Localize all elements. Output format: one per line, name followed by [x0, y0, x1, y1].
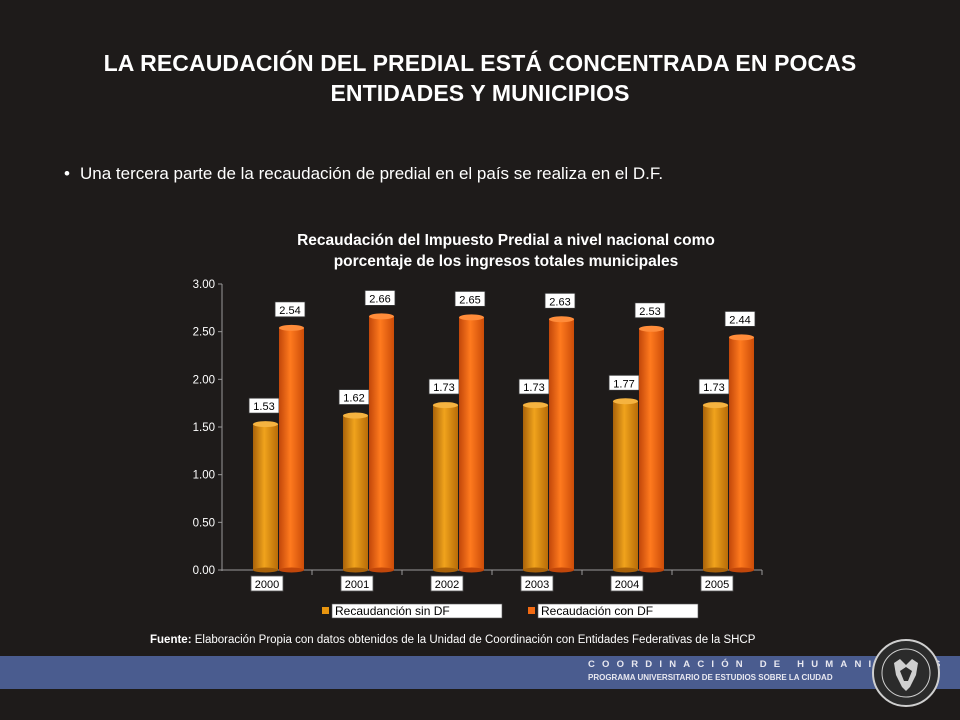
bar-base: [613, 567, 638, 573]
source-text: Elaboración Propia con datos obtenidos d…: [194, 634, 756, 646]
data-label-box: [724, 310, 756, 327]
x-tick-label: 2001: [345, 579, 369, 591]
legend-swatch: [322, 607, 329, 614]
bar-base: [433, 567, 458, 573]
bar-base: [459, 567, 484, 573]
bar-con-df: [639, 328, 664, 570]
y-tick-label: 0.50: [193, 517, 215, 529]
legend-label: Recaudación con DF: [541, 604, 653, 618]
bar-cap: [549, 316, 574, 323]
slide-title: LA RECAUDACIÓN DEL PREDIAL ESTÁ CONCENTR…: [30, 48, 930, 108]
bar-cap: [613, 398, 638, 405]
banner-programa: PROGRAMA UNIVERSITARIO DE ESTUDIOS SOBRE…: [588, 673, 833, 682]
legend-swatch: [528, 607, 535, 614]
bar-cap: [729, 334, 754, 341]
data-label: 2.66: [369, 293, 390, 305]
y-tick-label: 3.00: [193, 279, 215, 291]
bar-base: [639, 567, 664, 573]
x-tick-box: [520, 575, 554, 592]
slide-title-line1: LA RECAUDACIÓN DEL PREDIAL ESTÁ CONCENTR…: [103, 50, 857, 76]
bar-con-df: [459, 317, 484, 570]
bar-base: [253, 567, 278, 573]
data-label: 2.53: [639, 306, 660, 318]
y-tick-label: 1.50: [193, 422, 215, 434]
data-label-box: [364, 290, 396, 306]
data-label: 1.73: [523, 382, 544, 394]
data-label: 1.62: [343, 393, 364, 405]
bar-sin-df: [703, 405, 728, 570]
y-tick-label: 0.00: [193, 565, 215, 577]
bar-cap: [459, 314, 484, 321]
bar-cap: [369, 313, 394, 320]
bullet-point: • Una tercera parte de la recaudación de …: [64, 164, 663, 184]
bar-base: [523, 567, 548, 573]
bullet-dot-icon: •: [64, 164, 70, 183]
bar-cap: [253, 421, 278, 428]
bar-con-df: [729, 337, 754, 570]
bar-cap: [523, 402, 548, 409]
bar-base: [703, 567, 728, 573]
banner-coordinacion: COORDINACIÓN DE HUMANIDADES: [588, 659, 948, 670]
data-label-box: [454, 290, 486, 307]
bar-cap: [703, 402, 728, 409]
source-label: Fuente:: [150, 634, 192, 646]
x-tick-label: 2000: [255, 579, 279, 591]
bar-con-df: [369, 316, 394, 570]
data-label: 1.53: [253, 401, 274, 413]
y-tick-label: 1.00: [193, 470, 215, 482]
data-label: 1.73: [433, 382, 454, 394]
x-tick-label: 2005: [705, 579, 729, 591]
x-tick-box: [340, 575, 374, 592]
data-label: 1.73: [703, 382, 724, 394]
x-tick-label: 2004: [615, 579, 639, 591]
x-tick-box: [610, 575, 644, 592]
x-tick-box: [430, 575, 464, 592]
bar-cap: [279, 324, 304, 331]
unam-seal-logo: [872, 639, 940, 707]
chart-title-line1: Recaudación del Impuesto Predial a nivel…: [297, 232, 715, 249]
x-tick-label: 2003: [525, 579, 549, 591]
bar-cap: [433, 402, 458, 409]
data-label-box: [274, 301, 306, 318]
x-tick-box: [700, 575, 734, 592]
bullet-text: Una tercera parte de la recaudación de p…: [80, 164, 664, 183]
bar-cap: [343, 412, 368, 419]
legend-box: [331, 603, 503, 619]
legend-box: [537, 603, 699, 619]
bar-sin-df: [343, 415, 368, 570]
chart-title: Recaudación del Impuesto Predial a nivel…: [230, 230, 782, 272]
bar-cap: [639, 325, 664, 332]
bar-sin-df: [433, 405, 458, 570]
data-label: 2.54: [279, 305, 300, 317]
bar-sin-df: [613, 401, 638, 570]
data-label-box: [634, 302, 666, 319]
data-label: 2.65: [459, 294, 480, 306]
bar-con-df: [279, 327, 304, 570]
legend-label: Recaudanción sin DF: [335, 604, 450, 618]
x-tick-box: [250, 575, 284, 592]
data-label: 1.77: [613, 378, 634, 390]
chart-title-line2: porcentaje de los ingresos totales munic…: [333, 253, 679, 270]
footer-banner: [0, 656, 960, 689]
bar-sin-df: [523, 405, 548, 570]
bar-base: [729, 567, 754, 573]
bar-base: [369, 567, 394, 573]
bar-base: [549, 567, 574, 573]
bar-base: [279, 567, 304, 573]
data-label: 2.44: [729, 314, 750, 326]
data-label: 2.63: [549, 296, 570, 308]
y-tick-label: 2.00: [193, 374, 215, 386]
slide-title-line2: ENTIDADES Y MUNICIPIOS: [330, 80, 630, 106]
y-tick-label: 2.50: [193, 327, 215, 339]
bar-sin-df: [253, 424, 278, 570]
bar-base: [343, 567, 368, 573]
x-tick-label: 2002: [435, 579, 459, 591]
data-label-box: [544, 292, 576, 309]
bar-con-df: [549, 319, 574, 570]
source-note: Fuente: Elaboración Propia con datos obt…: [150, 634, 755, 646]
